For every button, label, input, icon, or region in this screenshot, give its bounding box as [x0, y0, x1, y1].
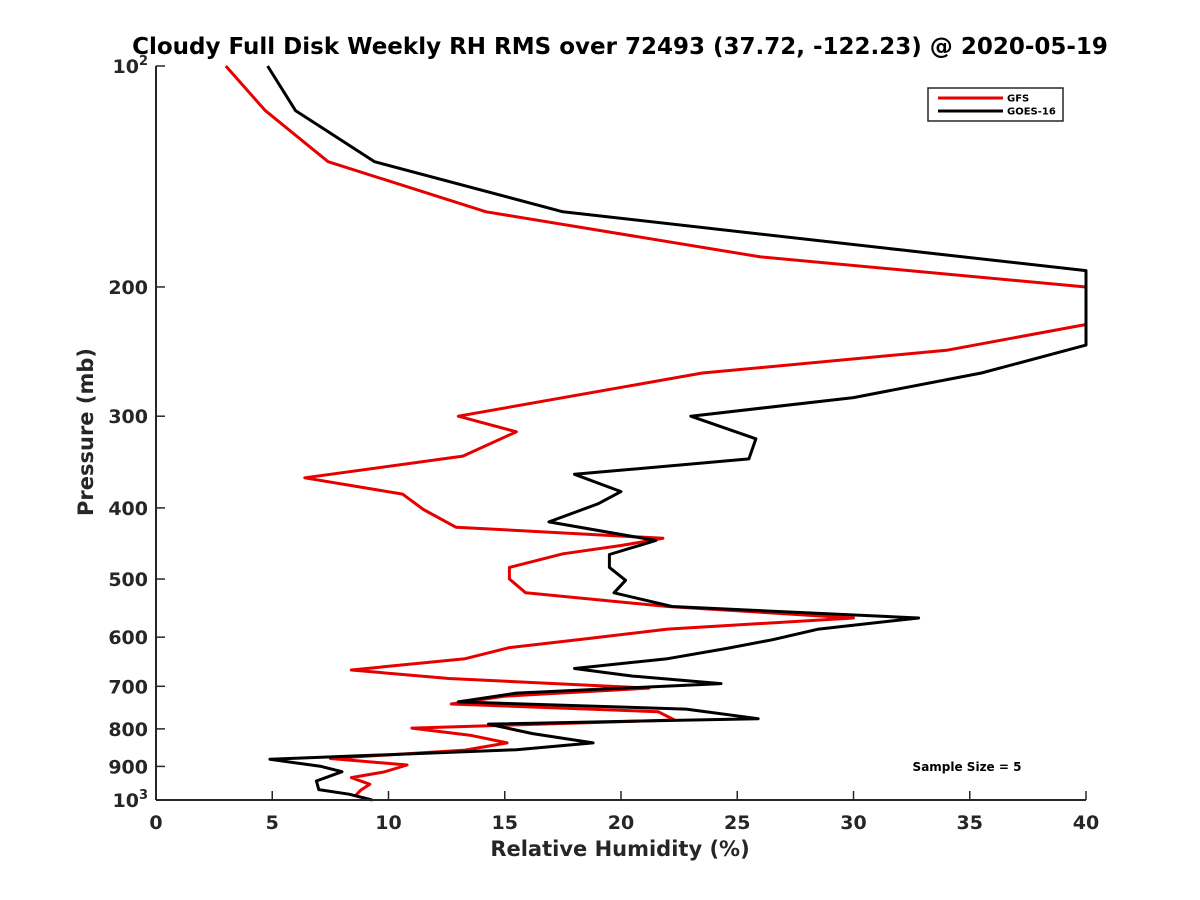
x-tick-label: 30 [840, 812, 866, 834]
series-lines [224, 65, 1088, 802]
x-tick-label: 25 [724, 812, 750, 834]
x-tick-label: 10 [375, 812, 401, 834]
legend-label-goes-16: GOES-16 [1007, 107, 1056, 118]
legend-box [927, 87, 1064, 122]
y-axis-label: Pressure (mb) [74, 348, 98, 516]
legend: GFS GOES-16 [927, 87, 1064, 122]
series-line-gfs [224, 65, 1088, 797]
y-tick-base: 10 [113, 56, 139, 78]
y-tick-label: 400 [108, 498, 148, 520]
legend-label-gfs: GFS [1007, 94, 1029, 105]
y-tick-label: 200 [108, 277, 148, 299]
y-tick-base: 10 [113, 790, 139, 812]
chart-title: Cloudy Full Disk Weekly RH RMS over 7249… [132, 34, 1108, 60]
y-tick-exponent: 2 [139, 54, 148, 69]
x-tick-label: 20 [608, 812, 634, 834]
x-tick-label: 5 [266, 812, 279, 834]
y-tick-label: 310 [113, 788, 148, 812]
series-line-goes-16 [266, 65, 1088, 802]
x-tick-label: 35 [957, 812, 983, 834]
axes: 0 5 10 15 20 25 30 35 40210200300400500600700800… [108, 54, 1099, 834]
y-tick-label: 800 [108, 719, 148, 741]
y-tick-label: 210 [113, 54, 148, 78]
y-tick-exponent: 3 [139, 788, 148, 803]
y-tick-label: 300 [108, 406, 148, 428]
y-tick-label: 700 [108, 676, 148, 698]
x-tick-label: 40 [1073, 812, 1099, 834]
sample-size-annotation: Sample Size = 5 [913, 760, 1022, 774]
x-tick-label: 15 [492, 812, 518, 834]
x-tick-label: 0 [149, 812, 162, 834]
y-tick-label: 600 [108, 627, 148, 649]
y-tick-label: 500 [108, 569, 148, 591]
x-axis-label: Relative Humidity (%) [490, 837, 749, 861]
y-tick-label: 900 [108, 756, 148, 778]
